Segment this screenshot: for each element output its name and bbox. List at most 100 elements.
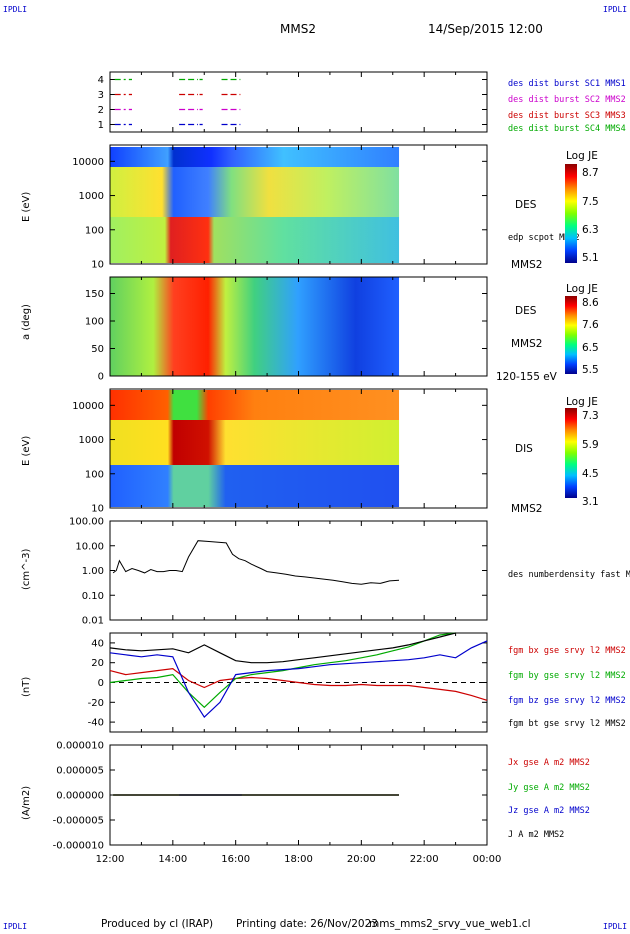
- p6-y-tick-label: -20: [88, 698, 104, 709]
- p5-y-tick-label: 10.00: [75, 541, 104, 552]
- p3-heatmap-band: [110, 277, 400, 376]
- p3-colorbar: [565, 296, 577, 374]
- p1-legend-sc3: des dist burst SC3 MMS3: [508, 111, 626, 121]
- p3-y-tick-label: 50: [91, 344, 104, 355]
- x-tick-label: 22:00: [410, 854, 439, 865]
- p5-y-tick-label: 0.10: [82, 591, 104, 602]
- p4-heatmap-band: [110, 420, 400, 465]
- p7-legend-jx: Jx gse A m2 MMS2: [508, 758, 590, 768]
- p4-y-tick-label: 10: [91, 504, 104, 515]
- p7-legend-j: J A m2 MMS2: [508, 830, 565, 840]
- p4-colorbar: [565, 408, 577, 498]
- p6-by-line: [109, 632, 456, 709]
- p7-legend-jz: Jz gse A m2 MMS2: [508, 806, 590, 816]
- p4-y-tick-label: 10000: [72, 401, 104, 412]
- p1-legend-sc4: des dist burst SC4 MMS4: [508, 124, 626, 134]
- p2-spacecraft-label: MMS2: [511, 259, 543, 271]
- p6-legend-bt: fgm bt gse srvy l2 MMS2: [508, 719, 626, 729]
- x-tick-label: 12:00: [96, 854, 125, 865]
- p7-legend-jy: Jy gse A m2 MMS2: [508, 783, 590, 793]
- p1-y-tick-label: 3: [98, 90, 104, 101]
- corner-mark-bottom-left: IPDLI: [3, 922, 28, 931]
- p6-legend-bx: fgm bx gse srvy l2 MMS2: [508, 646, 626, 656]
- p3-colorbar-title: Log JE: [566, 283, 598, 295]
- corner-mark-top-left: IPDLI: [3, 5, 28, 14]
- x-tick-label: 16:00: [221, 854, 250, 865]
- p2-instrument-label: DES: [515, 199, 537, 211]
- p2-colorbar-tick: 5.1: [582, 252, 599, 264]
- p2-y-tick-label: 1000: [79, 191, 104, 202]
- p2-heatmap-band: [110, 147, 400, 167]
- p6-legend-bz: fgm bz gse srvy l2 MMS2: [508, 696, 626, 706]
- p5-y-tick-label: 1.00: [82, 566, 104, 577]
- p6-legend-by: fgm by gse srvy l2 MMS2: [508, 671, 626, 681]
- p6-bz-line: [109, 640, 488, 719]
- footer-printing-date: Printing date: 26/Nov/2023: [236, 918, 378, 930]
- p6-y-tick-label: 0: [98, 678, 104, 689]
- p4-colorbar-tick: 3.1: [582, 496, 599, 508]
- p2-colorbar: [565, 164, 577, 263]
- p3-instrument-label: DES: [515, 305, 537, 317]
- p4-colorbar-tick: 4.5: [582, 468, 599, 480]
- corner-mark-top-right: IPDLI: [603, 5, 628, 14]
- p6-y-tick-label: 20: [91, 658, 104, 669]
- p2-colorbar-tick: 6.3: [582, 224, 599, 236]
- p1-legend-sc1: des dist burst SC1 MMS1: [508, 79, 626, 89]
- p4-y-tick-label: 100: [85, 469, 104, 480]
- x-tick-label: 14:00: [158, 854, 187, 865]
- p6-bt-line: [109, 632, 456, 664]
- p6-bx-line: [109, 667, 488, 701]
- p2-colorbar-tick: 8.7: [582, 167, 599, 179]
- spacecraft-title: MMS2: [280, 22, 316, 36]
- p4-heatmap-band: [110, 390, 400, 420]
- p3-y-tick-label: 150: [85, 289, 104, 300]
- p1-y-tick-label: 4: [98, 75, 104, 86]
- p3-spacecraft-label: MMS2: [511, 338, 543, 350]
- p7-y-tick-label: 0.000010: [56, 741, 104, 752]
- p7-y-tick-label: 0.000000: [56, 791, 104, 802]
- p3-y-tick-label: 100: [85, 317, 104, 328]
- p3-colorbar-tick: 5.5: [582, 364, 599, 376]
- p1-legend-sc2: des dist burst SC2 MMS2: [508, 95, 626, 105]
- p3-colorbar-tick: 6.5: [582, 342, 599, 354]
- p2-y-tick-label: 10: [91, 260, 104, 271]
- p2-scpot-label: edp scpot MMS2: [508, 233, 580, 243]
- p7-y-tick-label: 0.000005: [56, 766, 104, 777]
- x-tick-label: 18:00: [284, 854, 313, 865]
- p7-y-tick-label: -0.000010: [53, 841, 104, 852]
- p5-y-tick-label: 0.01: [82, 616, 104, 627]
- p3-colorbar-tick: 7.6: [582, 319, 599, 331]
- p2-y-tick-label: 10000: [72, 157, 104, 168]
- p2-y-tick-label: 100: [85, 225, 104, 236]
- x-tick-label: 20:00: [347, 854, 376, 865]
- p4-spacecraft-label: MMS2: [511, 503, 543, 515]
- p4-colorbar-tick: 5.9: [582, 439, 599, 451]
- p4-heatmap-band: [110, 465, 400, 507]
- p1-y-tick-label: 1: [98, 120, 104, 131]
- p4-instrument-label: DIS: [515, 443, 533, 455]
- p2-colorbar-title: Log JE: [566, 150, 598, 162]
- datetime-title: 14/Sep/2015 12:00: [428, 22, 543, 36]
- p4-y-tick-label: 1000: [79, 435, 104, 446]
- p6-y-tick-label: 40: [91, 638, 104, 649]
- p3-y-tick-label: 0: [98, 372, 104, 383]
- p3-colorbar-tick: 8.6: [582, 297, 599, 309]
- p1-frame: [109, 71, 488, 133]
- footer-filename: mms_mms2_srvy_vue_web1.cl: [369, 918, 531, 930]
- p5-frame: [109, 520, 488, 621]
- p2-heatmap-band: [110, 217, 400, 263]
- corner-mark-bottom-right: IPDLI: [603, 922, 628, 931]
- p5-legend: des numberdensity fast MMS2: [508, 570, 630, 580]
- p4-colorbar-title: Log JE: [566, 396, 598, 408]
- p2-heatmap-band: [110, 167, 400, 217]
- p2-colorbar-tick: 7.5: [582, 196, 599, 208]
- footer-produced: Produced by cl (IRAP): [101, 918, 214, 930]
- p6-y-tick-label: -40: [88, 718, 104, 729]
- p4-colorbar-tick: 7.3: [582, 410, 599, 422]
- x-tick-label: 00:00: [473, 854, 502, 865]
- p1-y-tick-label: 2: [98, 105, 104, 116]
- p5-density-line: [112, 540, 400, 585]
- p3-energy-range-label: 120-155 eV: [496, 371, 557, 383]
